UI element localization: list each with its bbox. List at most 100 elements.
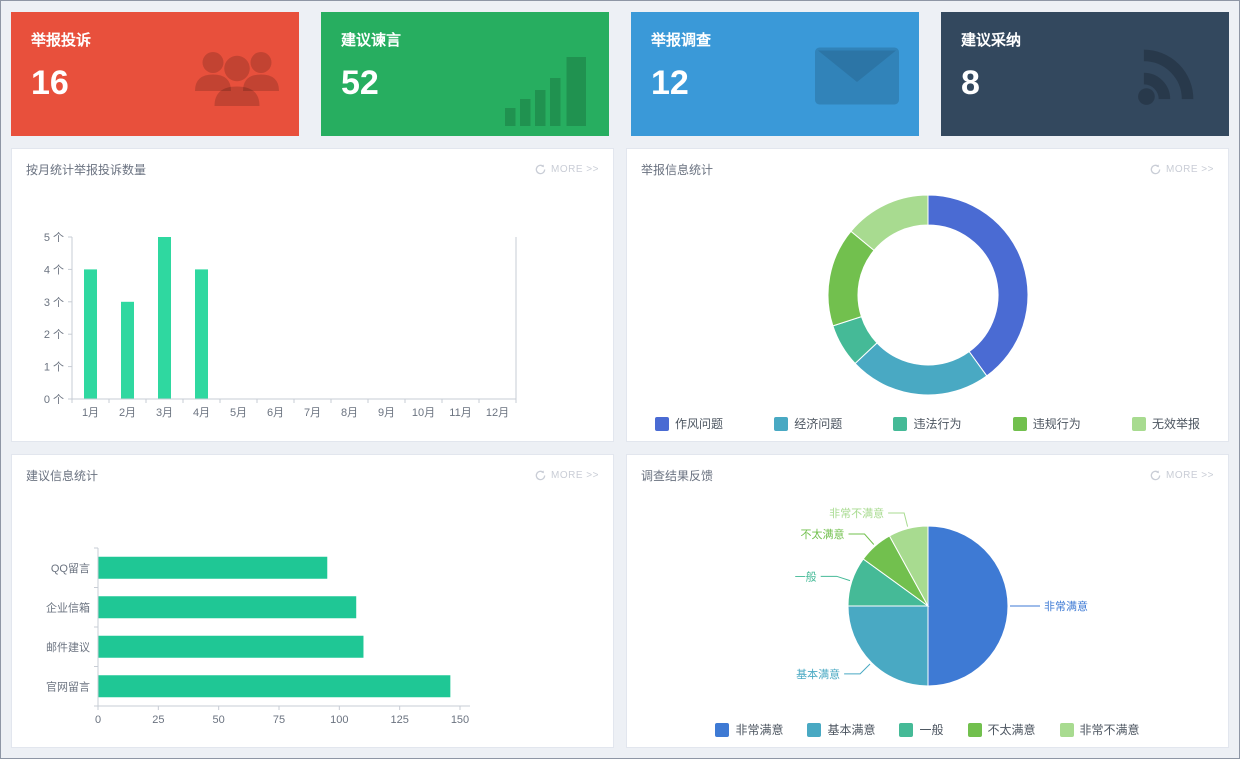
legend-swatch	[774, 416, 789, 431]
panel-title: 举报信息统计	[641, 163, 714, 177]
monthly-complaints-bar-chart: 0 个 1 个 2 个 3 个 4 个 5 个 1月 2月 3月 4月 5月 6月 7月 8月 9月 10月 1…	[20, 182, 613, 437]
legend-item[interactable]: 基本满意	[807, 721, 875, 738]
panel-header: 建议信息统计 MORE >>	[12, 455, 613, 488]
legend-swatch	[807, 722, 822, 737]
panel-header: 按月统计举报投诉数量 MORE >>	[12, 149, 613, 182]
legend-label: 经济问题	[794, 417, 843, 431]
legend-swatch	[715, 722, 730, 737]
more-label: MORE >>	[551, 470, 599, 481]
stat-card-title: 举报调查	[651, 32, 712, 49]
svg-text:11月: 11月	[449, 407, 471, 419]
legend-item[interactable]: 一般	[899, 721, 944, 738]
more-button[interactable]: MORE >>	[1150, 164, 1214, 175]
report-info-donut-chart	[635, 182, 1228, 413]
more-button[interactable]: MORE >>	[1150, 470, 1214, 481]
stat-card-value: 16	[31, 64, 69, 102]
more-button[interactable]: MORE >>	[535, 164, 599, 175]
legend-item[interactable]: 作风问题	[655, 415, 723, 432]
more-button[interactable]: MORE >>	[535, 470, 599, 481]
panels-grid: 按月统计举报投诉数量 MORE >> 0 个 1 个 2 个 3 个 4 个 5 个 1月 2…	[11, 148, 1229, 748]
panel-header: 调查结果反馈 MORE >>	[627, 455, 1228, 488]
svg-text:一般: 一般	[795, 570, 817, 583]
legend-item[interactable]: 无效举报	[1131, 415, 1200, 432]
svg-text:QQ留言: QQ留言	[51, 562, 90, 575]
legend-item[interactable]: 不太满意	[967, 721, 1036, 738]
svg-text:非常不满意: 非常不满意	[829, 506, 884, 520]
panel-title: 调查结果反馈	[641, 469, 714, 483]
svg-text:2月: 2月	[119, 407, 136, 419]
more-label: MORE >>	[551, 164, 599, 175]
svg-text:12月: 12月	[486, 407, 509, 419]
stat-card-suggestions[interactable]: 建议谏言 52	[321, 12, 609, 136]
legend-label: 不太满意	[987, 723, 1036, 737]
panel-title: 按月统计举报投诉数量	[26, 163, 147, 177]
svg-text:125: 125	[390, 714, 408, 726]
svg-text:3 个: 3 个	[44, 296, 64, 309]
stat-card-complaints[interactable]: 举报投诉 16	[11, 12, 299, 136]
svg-text:1月: 1月	[82, 407, 99, 419]
vertical-bar-chart-svg: 0 个 1 个 2 个 3 个 4 个 5 个 1月 2月 3月 4月 5月 6月 7月 8月 9月 10月 1…	[44, 231, 517, 419]
panel-survey-feedback: 调查结果反馈 MORE >> 非常满意 基本满意 一般 不太满意 非常不满意 非常满意基…	[626, 454, 1229, 748]
svg-text:邮件建议: 邮件建议	[46, 640, 90, 654]
legend-label: 基本满意	[827, 723, 876, 737]
stat-card-title: 举报投诉	[31, 32, 92, 49]
legend-swatch	[655, 416, 669, 431]
svg-text:5 个: 5 个	[44, 231, 64, 244]
stat-card-investigations[interactable]: 举报调查 12	[631, 12, 919, 136]
panel-suggestion-stats: 建议信息统计 MORE >> 0 25 50 75 100 125 150 QQ留言 企业信箱邮…	[11, 454, 614, 748]
svg-text:3月: 3月	[156, 407, 173, 419]
legend-item[interactable]: 违规行为	[1012, 415, 1081, 432]
svg-text:1 个: 1 个	[44, 361, 64, 374]
donut-chart-svg	[827, 194, 1029, 396]
survey-feedback-legend: 非常满意 基本满意 一般 不太满意 非常不满意	[627, 721, 1228, 738]
svg-text:7月: 7月	[304, 407, 321, 419]
svg-text:8月: 8月	[341, 407, 358, 419]
legend-swatch	[893, 416, 908, 431]
more-label: MORE >>	[1166, 470, 1214, 481]
stat-card-title: 建议采纳	[961, 32, 1022, 49]
legend-label: 无效举报	[1151, 417, 1200, 431]
legend-item[interactable]: 违法行为	[893, 415, 961, 432]
stat-card-value: 52	[341, 64, 379, 102]
svg-text:0: 0	[95, 714, 101, 726]
refresh-icon	[1150, 470, 1161, 481]
svg-text:2 个: 2 个	[44, 328, 64, 341]
panel-monthly-complaints: 按月统计举报投诉数量 MORE >> 0 个 1 个 2 个 3 个 4 个 5 个 1月 2…	[11, 148, 614, 442]
legend-label: 非常不满意	[1079, 723, 1140, 737]
svg-text:4月: 4月	[193, 407, 210, 419]
svg-text:企业信箱: 企业信箱	[46, 600, 90, 614]
legend-item[interactable]: 非常满意	[715, 721, 783, 738]
svg-text:10月: 10月	[412, 407, 435, 419]
svg-text:150: 150	[451, 714, 469, 726]
users-icon	[195, 52, 279, 106]
svg-text:100: 100	[330, 714, 348, 726]
legend-label: 作风问题	[675, 417, 724, 431]
legend-swatch	[899, 722, 914, 737]
legend-label: 一般	[919, 723, 944, 737]
stat-card-value: 8	[961, 64, 980, 102]
legend-swatch	[1012, 416, 1027, 431]
suggestion-stats-hbar-chart: 0 25 50 75 100 125 150 QQ留言 企业信箱 邮件建议 官网留言	[20, 488, 613, 745]
legend-item[interactable]: 经济问题	[774, 415, 842, 432]
survey-feedback-pie-chart: 非常满意 基本满意 一般 不太满意 非常不满意	[635, 488, 1228, 719]
svg-text:25: 25	[152, 714, 164, 726]
report-info-legend: 作风问题 经济问题 违法行为 违规行为 无效举报	[627, 415, 1228, 432]
legend-swatch	[1131, 416, 1146, 431]
panel-title: 建议信息统计	[26, 469, 99, 483]
legend-item[interactable]: 非常不满意	[1059, 721, 1140, 738]
more-label: MORE >>	[1166, 164, 1214, 175]
svg-text:75: 75	[273, 714, 285, 726]
legend-label: 违规行为	[1032, 417, 1081, 431]
stat-card-value: 12	[651, 64, 689, 102]
svg-text:基本满意: 基本满意	[796, 667, 840, 681]
stat-card-adopted[interactable]: 建议采纳 8	[941, 12, 1229, 136]
legend-swatch	[1059, 722, 1074, 737]
svg-text:非常满意: 非常满意	[1044, 599, 1088, 613]
panel-header: 举报信息统计 MORE >>	[627, 149, 1228, 182]
envelope-icon	[815, 47, 899, 105]
refresh-icon	[535, 470, 546, 481]
stat-card-title: 建议谏言	[341, 32, 402, 49]
svg-text:9月: 9月	[378, 407, 395, 419]
